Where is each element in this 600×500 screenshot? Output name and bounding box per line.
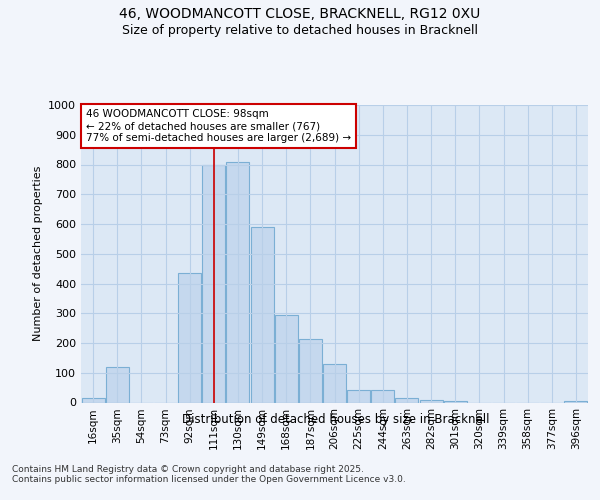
Bar — [178, 273, 201, 402]
Bar — [419, 400, 443, 402]
Bar — [106, 367, 128, 402]
Bar — [395, 398, 418, 402]
Text: 46 WOODMANCOTT CLOSE: 98sqm
← 22% of detached houses are smaller (767)
77% of se: 46 WOODMANCOTT CLOSE: 98sqm ← 22% of det… — [86, 110, 351, 142]
Bar — [82, 398, 104, 402]
Bar — [275, 314, 298, 402]
Bar — [323, 364, 346, 403]
Text: 46, WOODMANCOTT CLOSE, BRACKNELL, RG12 0XU: 46, WOODMANCOTT CLOSE, BRACKNELL, RG12 0… — [119, 8, 481, 22]
Bar — [444, 401, 467, 402]
Bar — [299, 338, 322, 402]
Text: Distribution of detached houses by size in Bracknell: Distribution of detached houses by size … — [182, 412, 490, 426]
Bar — [347, 390, 370, 402]
Bar — [226, 162, 250, 402]
Bar — [202, 164, 225, 402]
Bar — [251, 227, 274, 402]
Text: Contains HM Land Registry data © Crown copyright and database right 2025.
Contai: Contains HM Land Registry data © Crown c… — [12, 465, 406, 484]
Bar — [371, 390, 394, 402]
Text: Size of property relative to detached houses in Bracknell: Size of property relative to detached ho… — [122, 24, 478, 37]
Y-axis label: Number of detached properties: Number of detached properties — [32, 166, 43, 342]
Bar — [565, 401, 587, 402]
